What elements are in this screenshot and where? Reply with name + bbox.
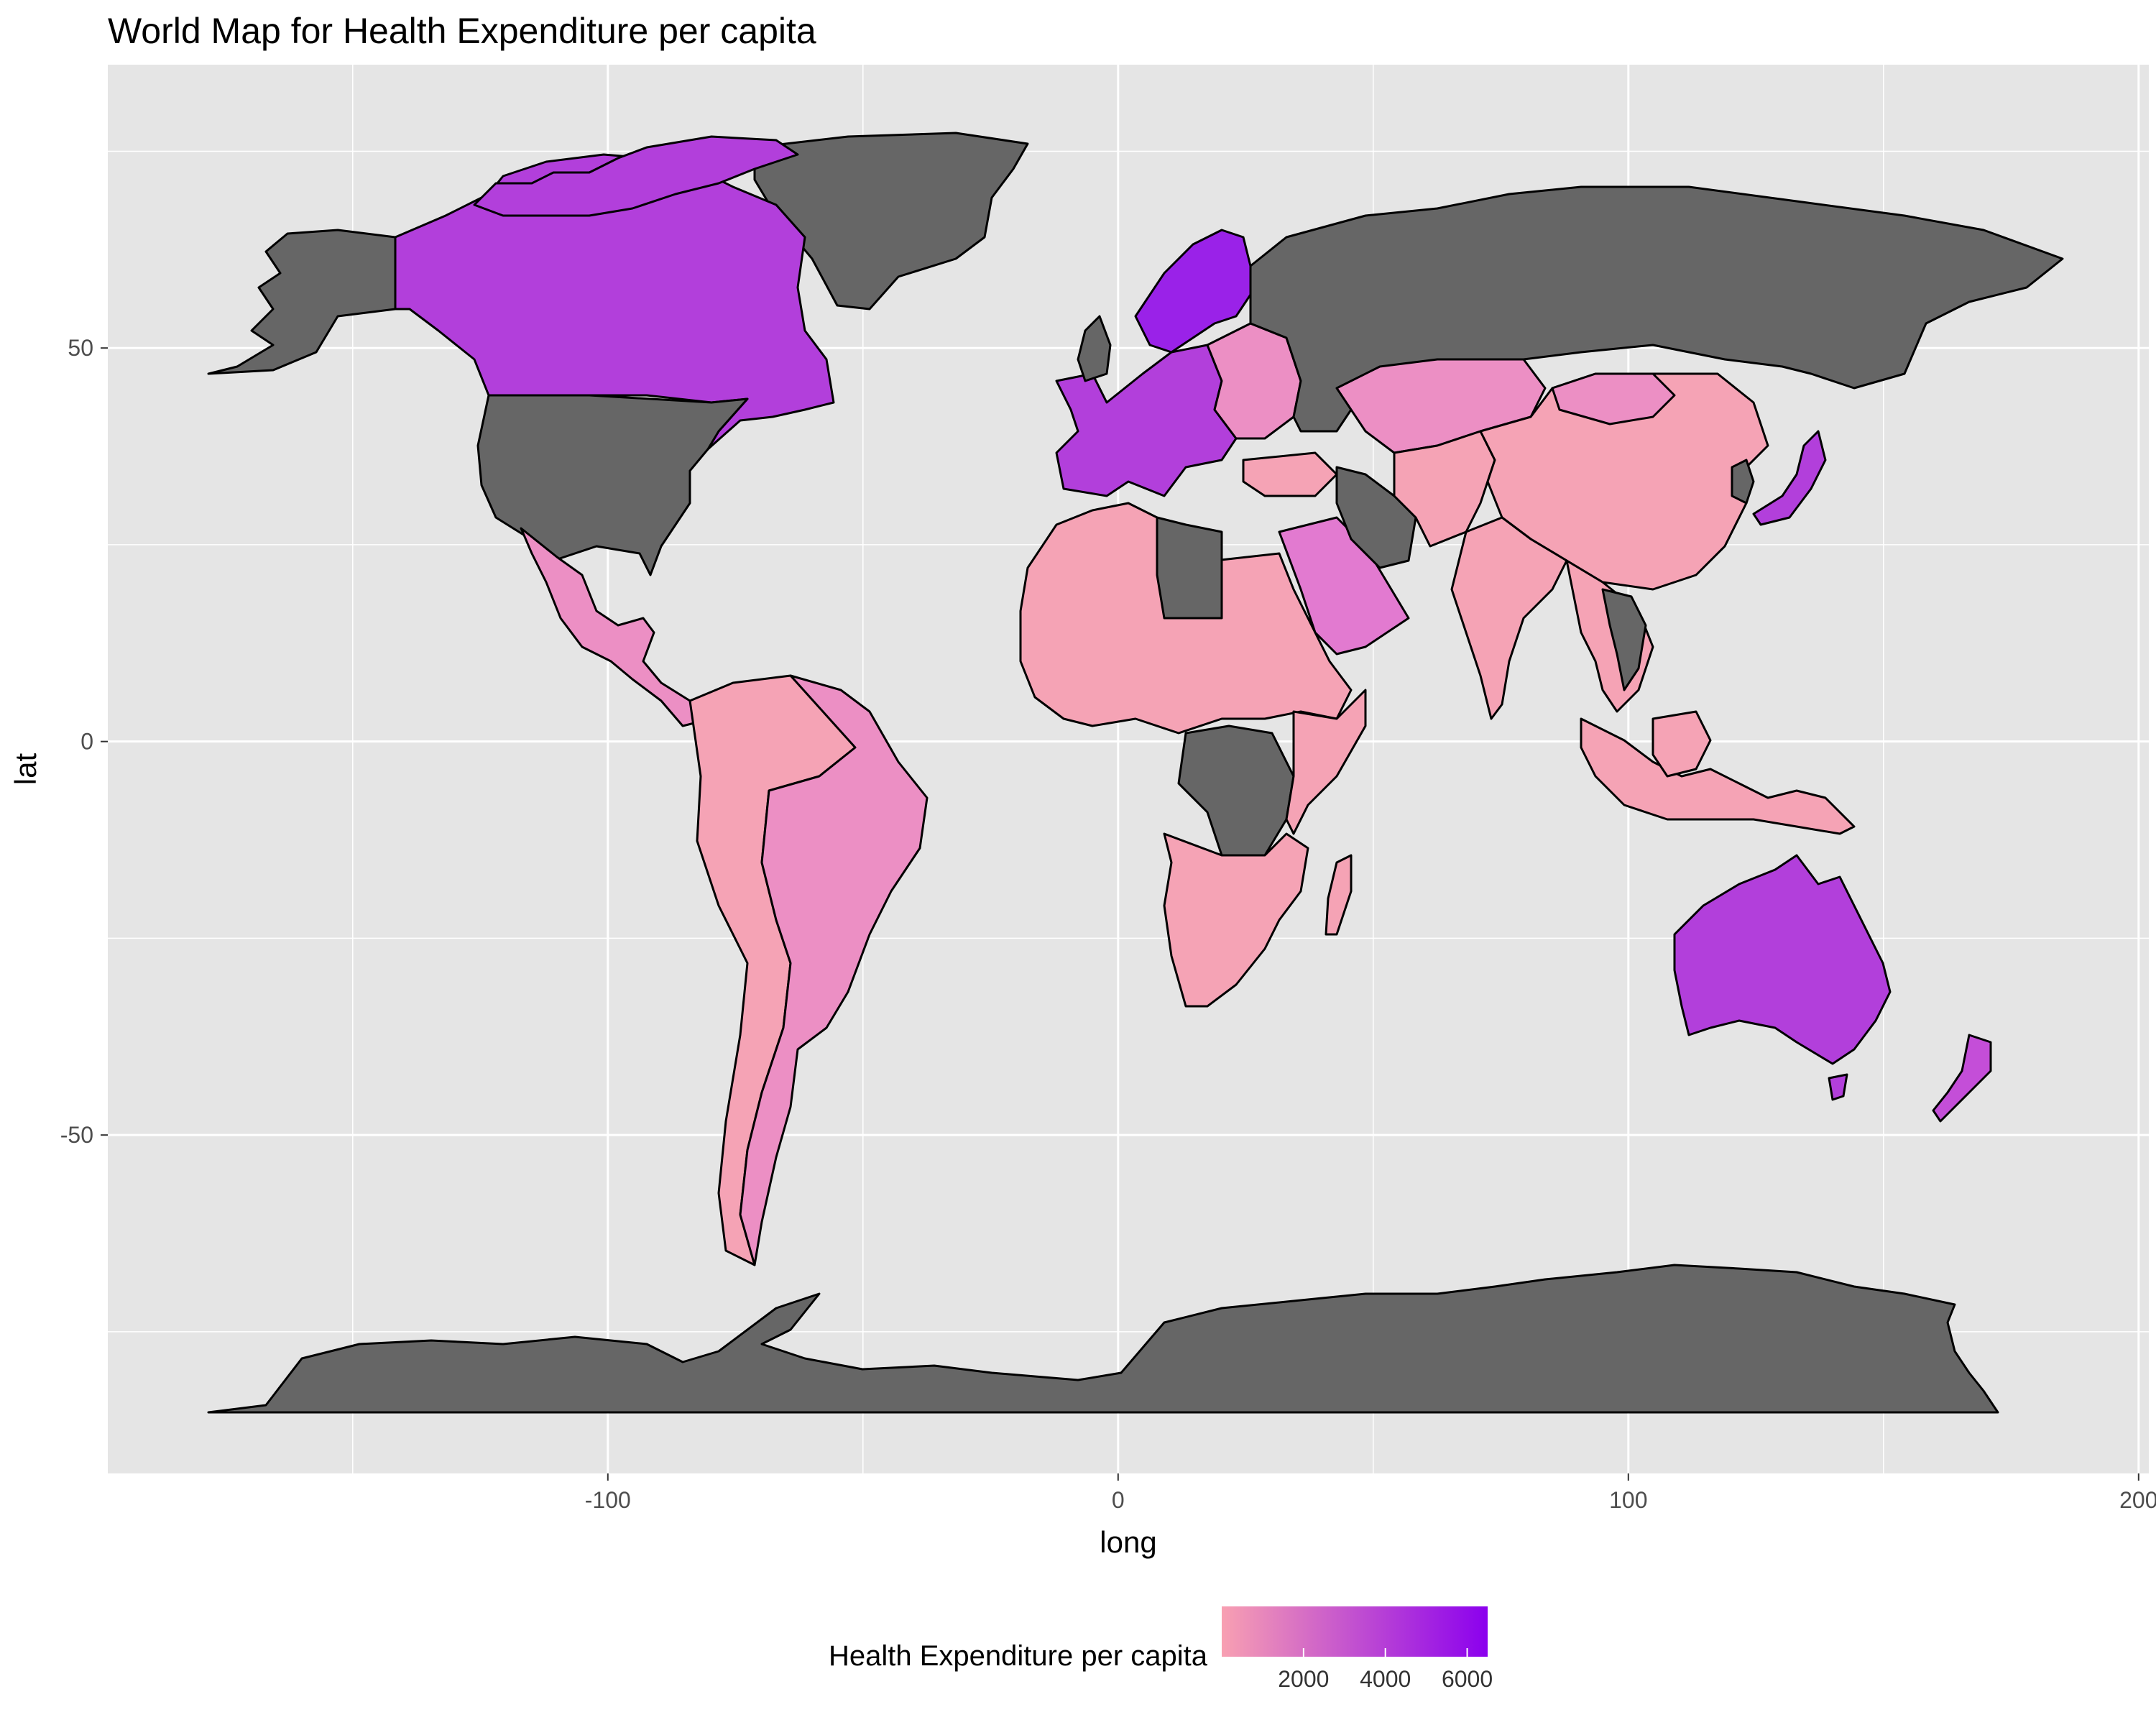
region-korea <box>1731 459 1755 505</box>
legend-ticks: 2000 4000 6000 <box>1278 1648 1493 1692</box>
region-libya <box>1156 516 1223 620</box>
region-australia[interactable] <box>1673 854 1892 1065</box>
region-india[interactable] <box>1450 516 1568 720</box>
axes: -100 0 100 200 -50 0 50 <box>60 335 2156 1513</box>
x-axis-title: long <box>1100 1525 1156 1559</box>
region-southern-africa[interactable] <box>1163 832 1309 1008</box>
region-china[interactable] <box>1479 372 1769 591</box>
region-alaska <box>207 229 397 375</box>
region-tasmania <box>1828 1073 1848 1101</box>
region-iran <box>1335 466 1417 569</box>
legend-title: Health Expenditure per capita <box>829 1640 1208 1672</box>
y-tick-label: 0 <box>80 729 93 755</box>
region-arctic-islands <box>473 135 799 217</box>
x-tick-label: 0 <box>1112 1487 1125 1513</box>
region-new-zealand[interactable] <box>1932 1034 1992 1123</box>
region-central-asia[interactable] <box>1393 430 1496 548</box>
region-russia <box>1249 185 2064 433</box>
chart-title: World Map for Health Expenditure per cap… <box>108 11 816 51</box>
region-antarctica <box>207 1264 1999 1414</box>
region-canada[interactable] <box>394 153 835 451</box>
x-tick-label: 200 <box>2119 1487 2156 1513</box>
region-turkey[interactable] <box>1242 451 1338 497</box>
x-tick-label: -100 <box>585 1487 631 1513</box>
region-uk <box>1077 315 1112 382</box>
map-layer <box>207 132 2064 1414</box>
region-borneo[interactable] <box>1651 710 1712 778</box>
region-mongolia[interactable] <box>1551 372 1676 426</box>
legend-tick-label: 4000 <box>1360 1666 1411 1692</box>
y-tick-label: -50 <box>60 1122 93 1148</box>
region-united-states <box>476 394 749 576</box>
legend-tick-label: 2000 <box>1278 1666 1329 1692</box>
y-axis-title: lat <box>9 753 42 785</box>
region-madagascar[interactable] <box>1325 854 1353 936</box>
region-indochina <box>1601 588 1647 691</box>
y-tick-label: 50 <box>68 335 93 361</box>
legend-tick-label: 6000 <box>1442 1666 1493 1692</box>
legend-colorbar <box>1222 1606 1488 1657</box>
x-tick-label: 100 <box>1609 1487 1647 1513</box>
region-europe[interactable] <box>1055 344 1238 497</box>
region-japan[interactable] <box>1752 430 1827 526</box>
region-central-africa <box>1177 724 1295 857</box>
region-brazil[interactable] <box>739 674 929 1266</box>
region-east-africa[interactable] <box>1285 689 1367 835</box>
region-indonesia[interactable] <box>1580 717 1856 835</box>
legend: Health Expenditure per capita 2000 4000 60… <box>829 1606 1493 1692</box>
